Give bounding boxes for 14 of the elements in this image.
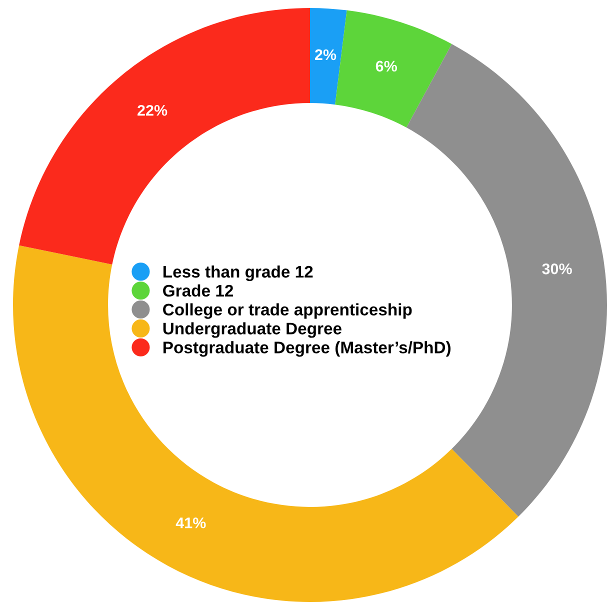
donut-slice — [13, 245, 518, 602]
data-label: 2% — [315, 49, 336, 60]
data-label: 30% — [542, 263, 572, 274]
legend-label: College or trade apprenticeship — [163, 303, 412, 319]
data-label: 6% — [376, 60, 397, 72]
donut-slice — [335, 10, 452, 128]
legend-label: Postgraduate Degree (Master’s/PhD) — [163, 341, 451, 357]
legend-label: Undergraduate Degree — [163, 322, 342, 338]
data-label: 22% — [138, 104, 168, 116]
legend-label: Grade 12 — [163, 284, 234, 297]
legend-label: Less than grade 12 — [163, 265, 313, 282]
donut-slice — [310, 8, 347, 105]
donut-slice — [19, 8, 310, 264]
data-label: 41% — [176, 518, 206, 528]
